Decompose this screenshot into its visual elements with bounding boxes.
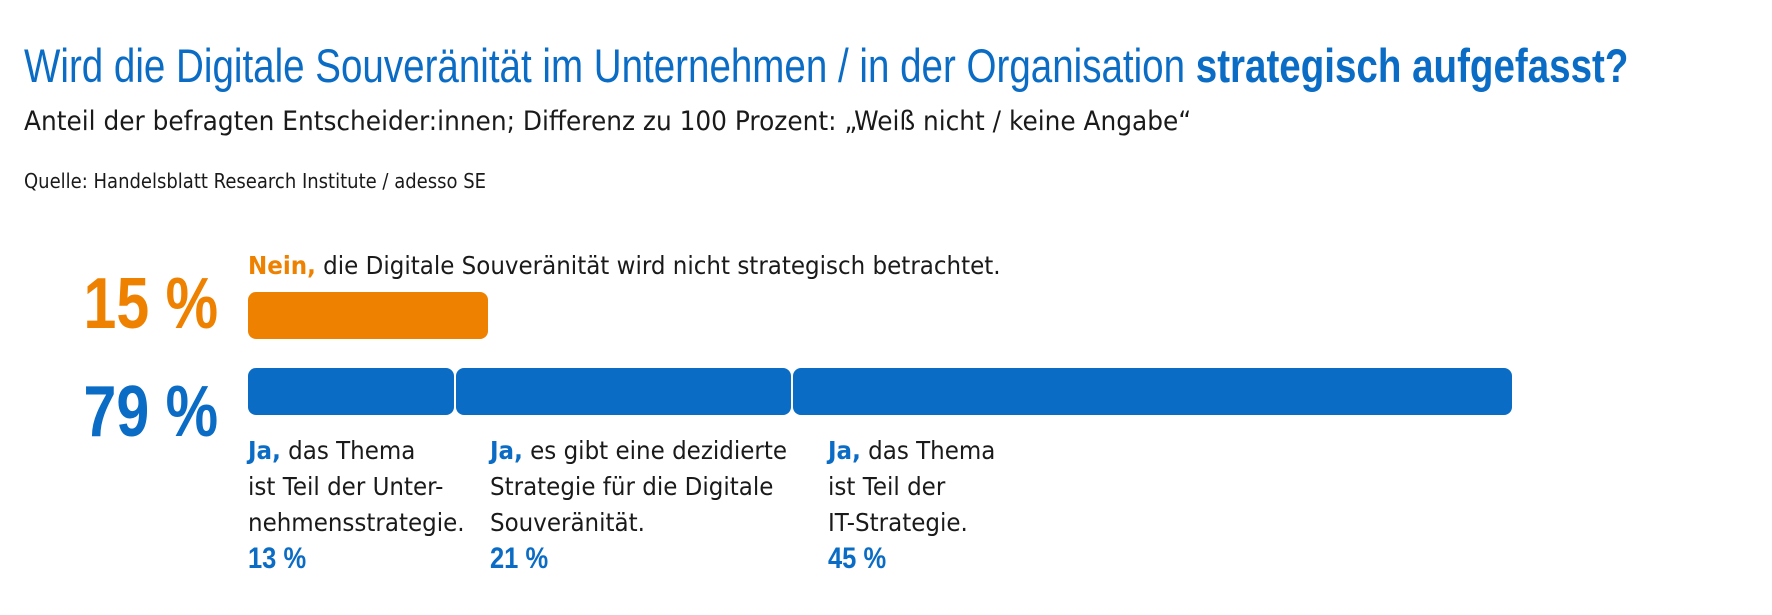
yes-bar-segment-2 — [456, 368, 791, 415]
yes-segment-value-1: 13 % — [248, 542, 307, 575]
no-keyword: Nein, — [248, 251, 316, 280]
no-bar — [248, 292, 489, 339]
yes-segment-label-line: nehmensstrategie. — [248, 508, 465, 537]
yes-segment-label-line: IT-Strategie. — [828, 508, 968, 537]
yes-segment-label-line: Strategie für die Digitale — [490, 472, 774, 501]
no-total-label: 15 % — [83, 264, 218, 344]
yes-segment-label-line: ist Teil der Unter- — [248, 472, 444, 501]
yes-total-label: 79 % — [83, 372, 218, 452]
no-text: die Digitale Souveränität wird nicht str… — [323, 251, 1001, 280]
yes-segment-label-2: Ja, es gibt eine dezidierte Strategie für… — [490, 433, 787, 541]
yes-keyword: Ja, — [248, 436, 281, 465]
yes-bar-segment-3 — [792, 368, 1512, 415]
yes-segment-label-line: Ja, das Thema — [248, 436, 416, 465]
yes-segment-label-1: Ja, das Thema ist Teil der Unter-nehmenss… — [248, 433, 465, 541]
yes-keyword: Ja, — [828, 436, 861, 465]
no-description: Nein, die Digitale Souveränität wird nic… — [248, 253, 1001, 278]
chart-title: Wird die Digitale Souveränität im Untern… — [24, 42, 1628, 89]
yes-segment-label-line: Ja, das Thema — [828, 436, 996, 465]
yes-keyword: Ja, — [490, 436, 523, 465]
yes-segment-label-line: ist Teil der — [828, 472, 946, 501]
yes-segment-value-2: 21 % — [490, 542, 549, 575]
yes-segment-label-line: Ja, es gibt eine dezidierte — [490, 436, 788, 465]
yes-segment-value-3: 45 % — [828, 542, 887, 575]
chart-title-regular: Wird die Digitale Souveränität im Untern… — [24, 39, 1186, 92]
source-note: Quelle: Handelsblatt Research Institute … — [24, 169, 487, 193]
yes-bar-segment-1 — [248, 368, 455, 415]
yes-segment-label-3: Ja, das Thema ist Teil der IT-Strategie. — [828, 433, 995, 541]
chart-title-bold: strategisch aufgefasst? — [1195, 39, 1629, 92]
yes-segment-label-line: Souveränität. — [490, 508, 645, 537]
chart-subtitle: Anteil der befragten Entscheider:innen; … — [24, 106, 1192, 137]
